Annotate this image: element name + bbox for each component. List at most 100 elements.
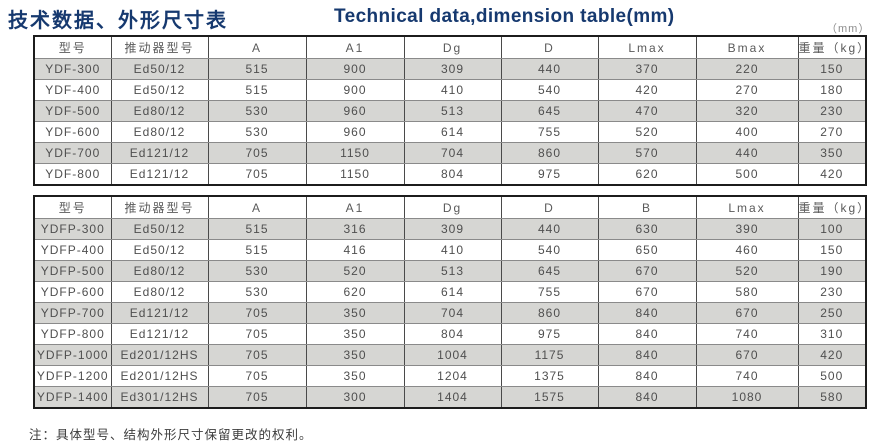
table-row: YDFP-1000 Ed201/12HS 705 350 1004 1175 840 670 4… (33, 344, 867, 366)
table-cell: Ed121/12 (110, 163, 209, 186)
table-cell: 513 (403, 100, 502, 122)
table-cell: 400 (695, 121, 799, 143)
table-cell: 530 (207, 260, 307, 282)
table-cell: 500 (695, 163, 799, 186)
table-cell: 309 (403, 58, 502, 80)
table-cell: YDFP-500 (33, 260, 112, 282)
table-cell: Ed201/12HS (110, 344, 209, 366)
table-cell: 230 (797, 100, 867, 122)
table-cell: 650 (597, 239, 697, 261)
table-cell: Ed50/12 (110, 58, 209, 80)
table-row: YDFP-800 Ed121/12 705 350 804 975 840 740 310 (33, 323, 867, 345)
table-cell: 755 (500, 281, 599, 303)
table-cell: 630 (597, 218, 697, 240)
column-header: A (207, 35, 307, 59)
table-cell: Ed50/12 (110, 218, 209, 240)
column-header: D (500, 35, 599, 59)
table-cell: Ed80/12 (110, 260, 209, 282)
table-cell: 705 (207, 163, 307, 186)
table-cell: 1175 (500, 344, 599, 366)
table-cell: 350 (305, 344, 405, 366)
header-row: 型号 推动器型号 A A1 Dg D Lmax Bmax 重量（kg） (33, 35, 867, 59)
unit-label: （mm） (826, 23, 871, 35)
table-row: YDF-700 Ed121/12 705 1150 704 860 570 440 350 (33, 142, 867, 164)
table-cell: 350 (305, 302, 405, 324)
table-row: YDF-400 Ed50/12 515 900 410 540 420 270 180 (33, 79, 867, 101)
table-cell: 975 (500, 163, 599, 186)
table-cell: 320 (695, 100, 799, 122)
table-cell: 614 (403, 281, 502, 303)
column-header: 推动器型号 (110, 195, 209, 219)
table-cell: 190 (797, 260, 867, 282)
table-cell: YDF-600 (33, 121, 112, 143)
table-row: YDFP-500 Ed80/12 530 520 513 645 670 520 190 (33, 260, 867, 282)
table-cell: 1204 (403, 365, 502, 387)
column-header: 型号 (33, 195, 112, 219)
table-cell: YDF-800 (33, 163, 112, 186)
table-cell: 520 (597, 121, 697, 143)
table-cell: 740 (695, 323, 799, 345)
table-cell: 530 (207, 281, 307, 303)
table-cell: 840 (597, 302, 697, 324)
column-header: 推动器型号 (110, 35, 209, 59)
table-row: YDFP-1400 Ed301/12HS 705 300 1404 1575 840 1080… (33, 386, 867, 409)
table-cell: 420 (597, 79, 697, 101)
column-header: B (597, 195, 697, 219)
header-row: 型号 推动器型号 A A1 Dg D B Lmax 重量（kg） (33, 195, 867, 219)
table-cell: 804 (403, 323, 502, 345)
table-cell: 804 (403, 163, 502, 186)
column-header: A (207, 195, 307, 219)
table-cell: 1404 (403, 386, 502, 409)
table-cell: 420 (797, 163, 867, 186)
table-row: YDF-500 Ed80/12 530 960 513 645 470 320 230 (33, 100, 867, 122)
table-cell: 309 (403, 218, 502, 240)
table-cell: 705 (207, 302, 307, 324)
ydfp-dimension-table: 型号 推动器型号 A A1 Dg D B Lmax 重量（kg） YDFP-300 Ed50/12 5… (33, 195, 867, 409)
table-cell: 270 (797, 121, 867, 143)
table-cell: 350 (305, 365, 405, 387)
table-cell: 570 (597, 142, 697, 164)
table-cell: 500 (797, 365, 867, 387)
table-cell: 580 (695, 281, 799, 303)
column-header: 重量（kg） (797, 35, 867, 59)
table-cell: 270 (695, 79, 799, 101)
table-cell: Ed121/12 (110, 142, 209, 164)
table-cell: 704 (403, 302, 502, 324)
table-row: YDFP-300 Ed50/12 515 316 309 440 630 390 100 (33, 218, 867, 240)
column-header: D (500, 195, 599, 219)
table-cell: 860 (500, 142, 599, 164)
table-cell: 100 (797, 218, 867, 240)
table-cell: 540 (500, 79, 599, 101)
table-cell: 470 (597, 100, 697, 122)
table-cell: 670 (597, 281, 697, 303)
table-cell: 370 (597, 58, 697, 80)
table-cell: Ed201/12HS (110, 365, 209, 387)
table-cell: 840 (597, 386, 697, 409)
table-cell: 540 (500, 239, 599, 261)
table-cell: YDFP-300 (33, 218, 112, 240)
table-cell: Ed121/12 (110, 302, 209, 324)
table-cell: 705 (207, 142, 307, 164)
table-cell: 310 (797, 323, 867, 345)
table-cell: 1375 (500, 365, 599, 387)
page-title-chinese: 技术数据、外形尺寸表 (8, 10, 228, 32)
table-cell: YDFP-1400 (33, 386, 112, 409)
table-cell: 1150 (305, 163, 405, 186)
column-header: 重量（kg） (797, 195, 867, 219)
table-cell: 645 (500, 260, 599, 282)
table-cell: 515 (207, 58, 307, 80)
table-row: YDF-800 Ed121/12 705 1150 804 975 620 500 420 (33, 163, 867, 186)
ydf-dimension-table: 型号 推动器型号 A A1 Dg D Lmax Bmax 重量（kg） YDF-300 Ed50/1… (33, 35, 867, 186)
table-cell: 390 (695, 218, 799, 240)
table-cell: 740 (695, 365, 799, 387)
table-cell: 645 (500, 100, 599, 122)
table-cell: YDFP-400 (33, 239, 112, 261)
table-cell: 960 (305, 121, 405, 143)
table-cell: 900 (305, 79, 405, 101)
table-cell: 840 (597, 365, 697, 387)
table-cell: Ed80/12 (110, 121, 209, 143)
table-cell: 670 (695, 344, 799, 366)
table-cell: 705 (207, 386, 307, 409)
table-cell: 670 (597, 260, 697, 282)
table-cell: 350 (797, 142, 867, 164)
